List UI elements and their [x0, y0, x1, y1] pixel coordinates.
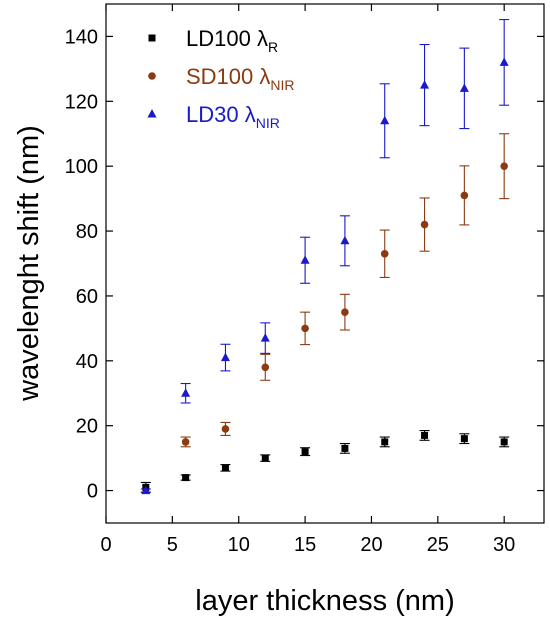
plot-frame	[105, 3, 545, 524]
data-point	[221, 464, 229, 472]
x-tick-label: 25	[427, 534, 449, 556]
data-point	[460, 435, 468, 443]
y-tick-label: 120	[65, 91, 98, 113]
x-tick-label: 30	[493, 534, 515, 556]
data-point	[182, 474, 190, 482]
data-point	[341, 308, 349, 316]
data-point	[341, 444, 349, 452]
data-point	[220, 352, 230, 362]
x-axis-label: layer thickness (nm)	[195, 585, 454, 617]
data-point	[181, 438, 190, 446]
data-point	[420, 80, 430, 89]
series-1	[140, 430, 510, 493]
y-tick-label: 0	[87, 481, 98, 503]
legend-marker	[148, 72, 156, 80]
legend-label-subscript: NIR	[270, 77, 294, 93]
data-point	[381, 438, 389, 446]
data-point	[499, 57, 509, 66]
legend-marker	[147, 109, 157, 118]
data-marks	[140, 19, 510, 495]
data-point	[420, 220, 429, 229]
x-tick-label: 0	[100, 534, 111, 556]
legend-marker	[148, 34, 156, 42]
data-point	[459, 83, 469, 92]
y-tick-label: 80	[76, 221, 98, 243]
data-point	[380, 115, 390, 125]
data-point	[261, 454, 269, 462]
data-point	[141, 485, 151, 495]
data-point	[300, 255, 310, 264]
y-tick-label: 20	[76, 416, 98, 438]
y-tick-label: 100	[65, 156, 98, 178]
y-tick-label: 60	[76, 286, 98, 308]
data-point	[421, 431, 429, 439]
data-point	[301, 448, 309, 456]
data-point	[380, 249, 389, 258]
data-point	[221, 425, 230, 433]
y-tick-label: 140	[65, 26, 98, 48]
data-point	[261, 363, 270, 372]
legend-label: SD100 λNIR	[186, 64, 295, 93]
series-2	[180, 133, 510, 448]
data-point	[340, 235, 350, 245]
data-point	[301, 324, 309, 333]
x-tick-label: 20	[360, 534, 382, 556]
legend-label-subscript: R	[268, 39, 278, 55]
data-point	[500, 162, 508, 170]
data-point	[460, 191, 469, 200]
legend-label: LD30 λNIR	[186, 102, 280, 131]
legend-label: LD100 λR	[186, 26, 278, 55]
series-3	[140, 19, 510, 495]
legend-label-subscript: NIR	[256, 115, 280, 131]
y-axis-label: wavelenght shift (nm)	[13, 125, 45, 402]
y-tick-label: 40	[76, 351, 98, 373]
data-point	[181, 388, 191, 397]
x-tick-label: 5	[167, 534, 178, 556]
x-tick-label: 10	[228, 534, 250, 556]
data-point	[500, 438, 508, 446]
x-tick-label: 15	[294, 534, 316, 556]
axis-ticks: 0 5 10 15 20 25 30 0 20 40 60 80 100 120 140	[65, 4, 544, 556]
data-point	[260, 333, 270, 342]
legend: LD100 λR SD100 λNIR LD30 λNIR	[147, 26, 295, 131]
